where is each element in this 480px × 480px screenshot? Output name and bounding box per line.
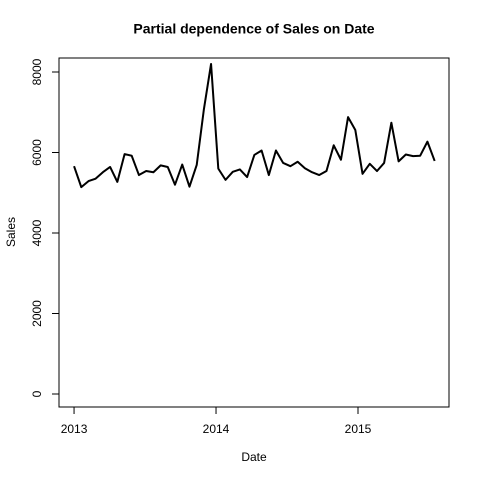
chart-title: Partial dependence of Sales on Date [133, 21, 374, 37]
y-tick-label: 2000 [30, 300, 44, 327]
line-series [73, 62, 436, 189]
y-tick-label: 6000 [30, 139, 44, 166]
x-tick-label: 2015 [345, 422, 372, 436]
y-tick-label: 8000 [30, 58, 44, 85]
y-tick-label: 0 [30, 390, 44, 397]
plot-frame [58, 57, 450, 408]
x-tick-label: 2014 [203, 422, 230, 436]
y-tick-label: 4000 [30, 219, 44, 246]
x-axis-label: Date [241, 450, 267, 464]
y-axis-label: Sales [4, 217, 18, 247]
x-tick-label: 2013 [61, 422, 88, 436]
